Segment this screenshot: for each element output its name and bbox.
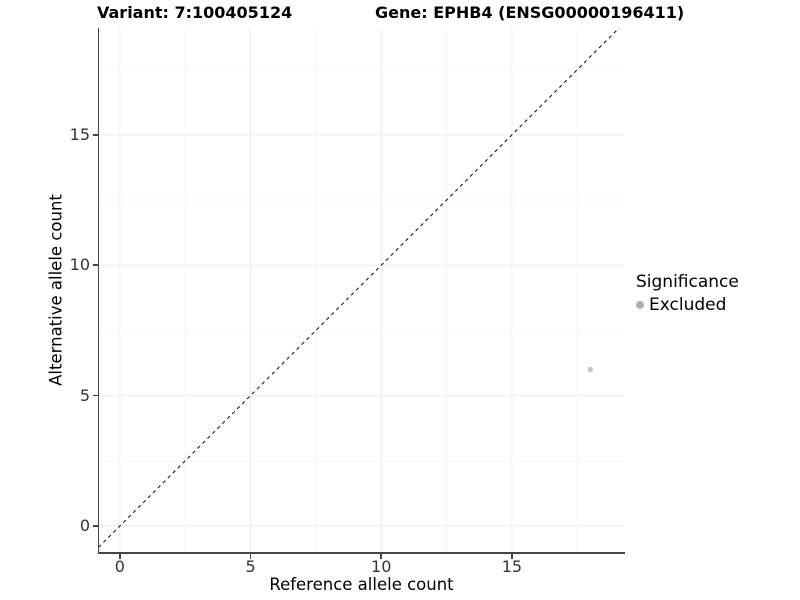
x-tick-mark [119,553,121,559]
identity-line-dashed [99,28,620,548]
plot-title-variant: Variant: 7:100405124 [97,3,293,22]
x-axis-title: Reference allele count [269,575,454,594]
x-tick-label: 5 [245,557,256,576]
legend-title: Significance [636,272,739,292]
x-tick-mark [511,553,513,559]
y-tick-mark [92,525,98,527]
y-tick-label: 10 [69,255,90,275]
x-tick-mark [380,553,383,559]
y-tick-mark [92,134,98,136]
x-tick-mark [249,553,252,559]
y-axis-line [97,28,100,554]
legend-entry-excluded: Excluded [636,295,739,315]
y-axis-title: Alternative allele count [46,194,66,386]
y-tick-mark [92,394,98,397]
x-tick-label: 15 [501,557,523,576]
plot-panel [99,28,624,552]
excluded-marker-icon [636,301,644,309]
y-tick-mark [92,264,98,267]
y-tick-label: 15 [69,124,90,144]
y-tick-label: 5 [79,385,90,405]
plot-title-gene: Gene: EPHB4 (ENSG00000196411) [375,3,685,22]
x-axis-line [97,552,625,554]
legend-entry-label: Excluded [649,295,727,315]
legend: Significance Excluded [636,272,739,315]
x-tick-label: 10 [371,557,392,576]
x-tick-label: 0 [114,557,125,576]
y-tick-label: 0 [79,515,90,535]
data-point [587,366,593,373]
